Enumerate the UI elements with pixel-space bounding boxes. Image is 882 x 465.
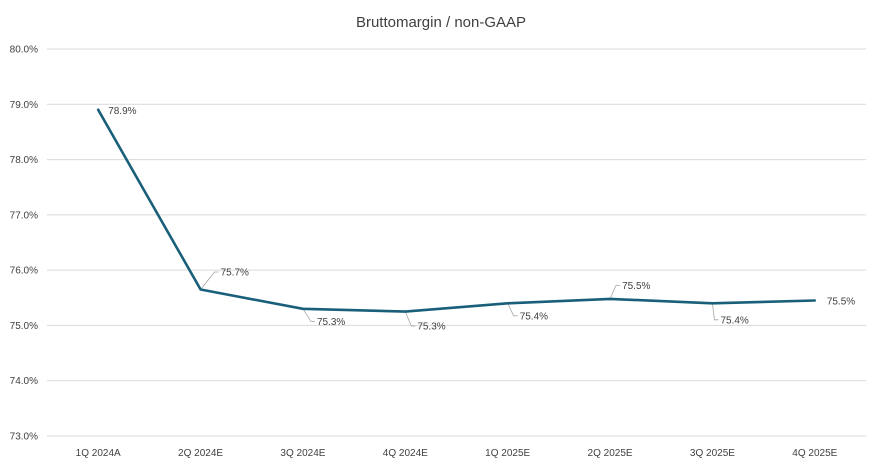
data-label-leaders: [200, 271, 719, 327]
data-label-leader: [507, 303, 518, 317]
y-tick-label: 73.0%: [10, 432, 38, 443]
y-tick-label: 76.0%: [10, 266, 38, 277]
gridlines: [47, 48, 866, 437]
chart-title: Bruttomargin / non-GAAP: [356, 14, 526, 31]
data-label: 75.5%: [827, 297, 855, 308]
x-tick-label: 1Q 2025E: [485, 448, 530, 459]
series-line: [96, 108, 817, 313]
y-tick-label: 78.0%: [10, 155, 38, 166]
x-tick-label: 1Q 2024A: [76, 448, 121, 459]
data-label-leader: [609, 284, 621, 300]
x-tick-label: 4Q 2025E: [792, 448, 837, 459]
y-tick-label: 74.0%: [10, 376, 38, 387]
data-label: 75.4%: [520, 311, 548, 322]
data-label-leader: [712, 303, 719, 321]
data-label-leader: [404, 311, 416, 327]
data-label: 75.4%: [720, 315, 748, 326]
data-label-leader: [200, 271, 219, 290]
x-tick-label: 3Q 2025E: [690, 448, 735, 459]
data-labels: 78.9% 75.7% 75.3% 75.3% 75.4% 75.5% 75.4% 75.5%: [108, 106, 855, 333]
data-label: 75.7%: [221, 267, 249, 278]
y-axis-ticks: 73.0% 74.0% 75.0% 76.0% 77.0% 78.0% 79.0% 80.0%: [10, 45, 38, 443]
y-tick-label: 77.0%: [10, 210, 38, 221]
data-label-leader: [302, 308, 315, 322]
x-tick-label: 2Q 2025E: [588, 448, 633, 459]
series-layer: [96, 108, 817, 313]
y-tick-label: 80.0%: [10, 45, 38, 56]
y-tick-label: 75.0%: [10, 321, 38, 332]
x-tick-label: 4Q 2024E: [383, 448, 428, 459]
data-label: 75.3%: [417, 322, 445, 333]
data-label: 75.3%: [317, 317, 345, 328]
x-tick-label: 3Q 2024E: [280, 448, 325, 459]
x-axis-ticks: 1Q 2024A 2Q 2024E 3Q 2024E 4Q 2024E 1Q 2025E…: [76, 448, 838, 459]
y-tick-label: 79.0%: [10, 100, 38, 111]
data-label: 75.5%: [622, 281, 650, 292]
x-tick-label: 2Q 2024E: [178, 448, 223, 459]
data-label: 78.9%: [108, 106, 136, 117]
